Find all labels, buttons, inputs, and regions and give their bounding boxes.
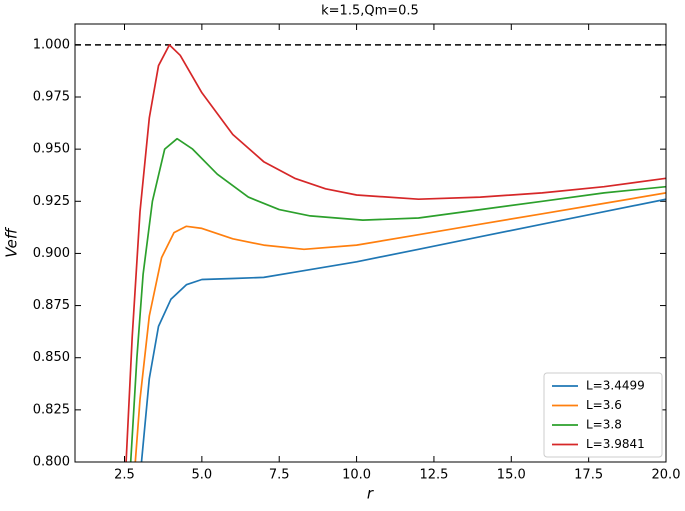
- plot-area: [75, 44, 666, 462]
- y-axis-label: Veff: [3, 226, 21, 258]
- x-tick-label: 7.5: [269, 468, 290, 483]
- line-series: [134, 192, 666, 462]
- legend-label: L=3.4499: [586, 379, 645, 393]
- x-axis-label: r: [367, 485, 374, 503]
- x-tick-label: 20.0: [652, 468, 681, 483]
- plot-frame: [74, 23, 667, 463]
- y-tick-label: 1.000: [33, 37, 70, 52]
- x-tick-label: 17.5: [574, 468, 603, 483]
- legend: [543, 372, 663, 458]
- x-tick-label: 5.0: [192, 468, 213, 483]
- legend-label: L=3.9841: [586, 437, 645, 451]
- y-tick-label: 0.925: [33, 194, 70, 209]
- x-tick-label: 12.5: [419, 468, 448, 483]
- x-tick-label: 15.0: [497, 468, 526, 483]
- line-series: [140, 198, 666, 462]
- y-tick-label: 0.975: [33, 90, 70, 105]
- y-tick-label: 0.900: [33, 246, 70, 261]
- line-series: [129, 137, 666, 462]
- y-tick-label: 0.875: [33, 298, 70, 313]
- y-tick-label: 0.800: [33, 455, 70, 470]
- chart-title: k=1.5,Qm=0.5: [321, 4, 419, 19]
- y-tick-label: 0.950: [33, 142, 70, 157]
- line-series: [125, 44, 666, 462]
- legend-label: L=3.8: [586, 418, 622, 432]
- y-tick-label: 0.825: [33, 402, 70, 417]
- x-tick-label: 10.0: [342, 468, 371, 483]
- legend-label: L=3.6: [586, 398, 622, 412]
- y-tick-label: 0.850: [33, 350, 70, 365]
- x-tick-label: 2.5: [114, 468, 135, 483]
